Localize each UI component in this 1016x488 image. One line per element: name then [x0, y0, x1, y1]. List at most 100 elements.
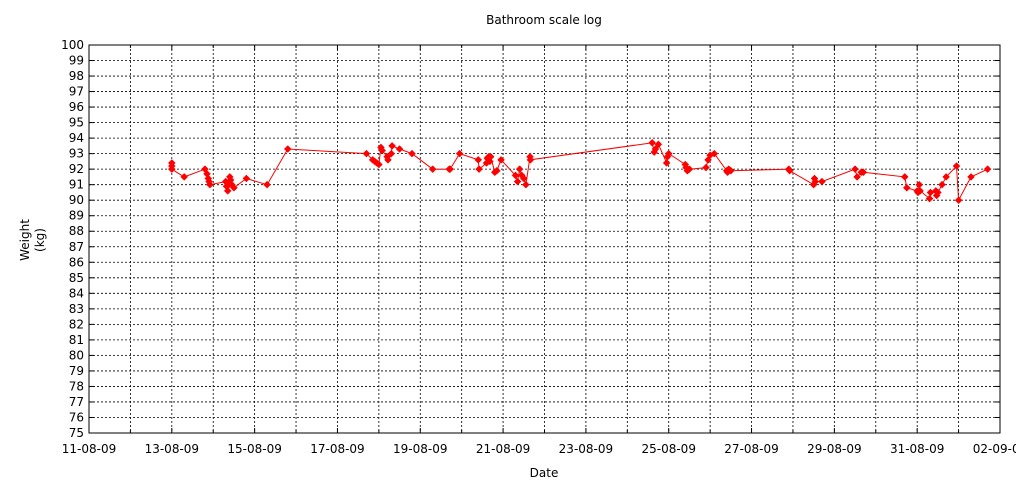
data-point	[180, 173, 189, 181]
data-point	[167, 165, 176, 174]
y-tick-label: 96	[69, 100, 84, 114]
data-point	[493, 166, 501, 175]
x-tick-label: 21-08-09	[476, 442, 530, 456]
y-tick-label: 76	[69, 410, 84, 424]
data-point	[967, 173, 975, 181]
y-tick-label: 92	[69, 162, 84, 176]
data-point	[519, 174, 528, 183]
x-tick-label: 31-08-09	[890, 442, 944, 456]
data-point	[685, 165, 694, 174]
data-point	[902, 183, 911, 192]
data-point	[283, 145, 292, 153]
data-point	[526, 155, 535, 164]
data-point	[388, 142, 396, 150]
y-tick-label: 81	[69, 333, 84, 347]
y-tick-label: 79	[69, 364, 84, 378]
data-point	[362, 149, 371, 158]
data-point	[710, 149, 719, 158]
data-point	[664, 149, 673, 158]
data-point	[859, 168, 868, 177]
data-point	[853, 173, 861, 181]
y-tick-label: 80	[69, 348, 84, 362]
data-point	[726, 166, 735, 175]
data-point	[654, 140, 663, 149]
data-point	[497, 155, 505, 164]
data-point	[662, 159, 671, 167]
data-point	[648, 138, 657, 147]
data-point	[446, 165, 454, 174]
chart-title: Bathroom scale log	[486, 13, 602, 27]
data-point	[242, 174, 251, 183]
data-point	[455, 149, 464, 158]
y-axis-label: Weight	[18, 219, 32, 261]
data-point	[474, 155, 483, 164]
data-point	[916, 187, 924, 195]
y-tick-label: 86	[69, 255, 84, 269]
x-tick-label: 19-08-09	[393, 442, 447, 456]
data-point	[230, 183, 238, 192]
data-point	[223, 187, 232, 195]
y-tick-label: 93	[69, 147, 84, 161]
data-point	[263, 180, 271, 189]
y-tick-label: 97	[69, 85, 84, 99]
data-point	[384, 155, 392, 164]
data-point	[395, 145, 404, 153]
data-point	[206, 180, 214, 189]
x-tick-label: 11-08-09	[62, 442, 116, 456]
data-point	[851, 165, 859, 174]
data-point	[486, 152, 495, 161]
y-tick-label: 75	[69, 426, 84, 440]
data-point	[513, 177, 522, 186]
y-tick-label: 95	[69, 116, 84, 130]
y-tick-label: 83	[69, 302, 84, 316]
y-tick-label: 85	[69, 271, 84, 285]
data-point	[378, 146, 387, 155]
data-point	[651, 145, 660, 153]
x-tick-label: 13-08-09	[145, 442, 199, 456]
series-layer	[167, 138, 992, 205]
y-tick-label: 89	[69, 209, 84, 223]
data-point	[952, 162, 961, 170]
data-point	[818, 177, 826, 186]
y-tick-label: 84	[69, 286, 84, 300]
data-point	[522, 180, 530, 189]
data-point	[702, 163, 710, 172]
grid-layer	[89, 45, 1000, 433]
x-tick-label: 02-09-09	[973, 442, 1016, 456]
data-point	[900, 173, 909, 181]
y-tick-label: 94	[69, 131, 84, 145]
data-point	[983, 165, 992, 174]
x-tick-label: 15-08-09	[227, 442, 281, 456]
data-point	[375, 160, 383, 169]
y-tick-label: 100	[61, 38, 84, 52]
x-tick-label: 17-08-09	[310, 442, 364, 456]
y-tick-label: 99	[69, 54, 84, 68]
data-point	[934, 188, 942, 197]
data-point	[515, 165, 524, 174]
data-point	[408, 149, 416, 158]
data-point	[942, 173, 951, 181]
data-point	[938, 180, 946, 189]
data-point	[428, 165, 437, 174]
y-tick-label: 87	[69, 240, 84, 254]
data-point	[954, 196, 963, 205]
x-tick-label: 27-08-09	[724, 442, 778, 456]
y-tick-label: 82	[69, 317, 84, 331]
data-point	[475, 165, 483, 174]
data-point	[925, 194, 934, 203]
y-tick-label: 98	[69, 69, 84, 83]
data-point	[387, 149, 396, 158]
y-tick-label: 90	[69, 193, 84, 207]
x-tick-label: 29-08-09	[807, 442, 861, 456]
y-tick-label: 91	[69, 178, 84, 192]
y-tick-label: 77	[69, 395, 84, 409]
data-point	[785, 166, 794, 175]
x-tick-label: 25-08-09	[641, 442, 695, 456]
y-tick-label: 88	[69, 224, 84, 238]
y-tick-label: 78	[69, 379, 84, 393]
x-tick-label: 23-08-09	[559, 442, 613, 456]
data-point	[811, 177, 820, 186]
